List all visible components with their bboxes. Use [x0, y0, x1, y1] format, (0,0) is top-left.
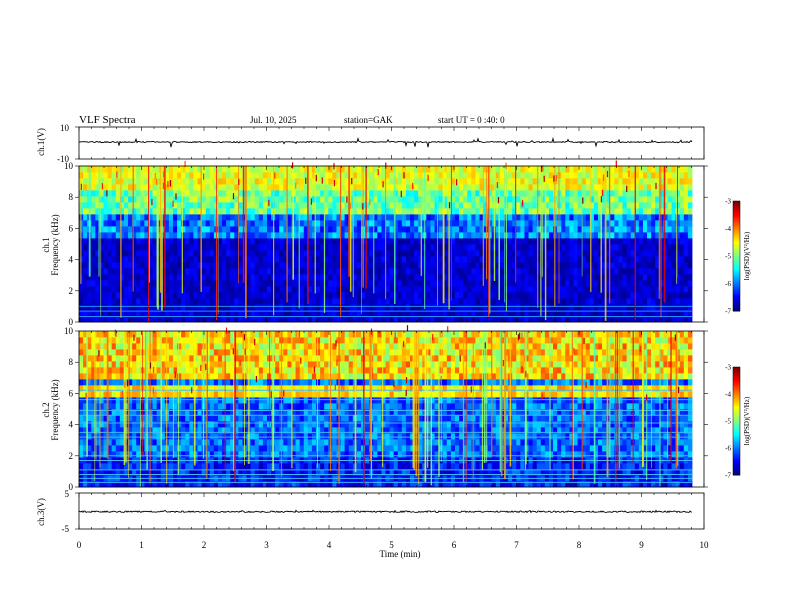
ch1-spectrogram-colorbar: -3 -4 -5 -6 -7 log(PSD)(V²/Hz)	[725, 198, 751, 316]
ch2-spectrogram-colorbar-tick: -7	[725, 472, 731, 480]
ch1-spectrogram-colorbar-tick: -4	[725, 225, 731, 233]
ch1-spectrogram-colorbar-label: log(PSD)(V²/Hz)	[743, 231, 751, 280]
ch3-waveform-ylabel: ch.3(V)	[36, 498, 46, 526]
x-axis-label: Time (min)	[380, 549, 421, 559]
ch2-spectrogram-ytick: 0	[69, 482, 74, 492]
ch1-spectrogram-ytick: 0	[69, 317, 74, 327]
x-tick-label: 1	[139, 540, 144, 550]
station-label: station=GAK	[344, 115, 393, 125]
ch2-spectrogram-colorbar-tick: -5	[725, 418, 731, 426]
start-ut-label: start UT = 0 :40: 0	[438, 115, 505, 125]
ch1-ylabel-line1: ch.1	[41, 237, 51, 252]
ch2-spectrogram-colorbar: -3 -4 -5 -6 -7 log(PSD)(V²/Hz)	[725, 364, 751, 480]
ch3-waveform-ytick-bottom: -5	[62, 524, 70, 534]
ch2-spectrogram-ytick: 10	[64, 326, 74, 336]
ch2-ylabel-line1: ch.2	[41, 402, 51, 417]
ch3-waveform-ytick-top: 5	[65, 489, 70, 499]
ch1-spectrogram-colorbar-tick: -5	[725, 253, 731, 261]
date-label: Jul. 10, 2025	[250, 115, 297, 125]
colorbars: -3 -4 -5 -6 -7 log(PSD)(V²/Hz) -3 -4 -5 -6 -7 log(P…	[725, 198, 751, 480]
ch1-waveform-ytick-top: 10	[60, 123, 70, 133]
ch1-waveform-ytick-bottom: -10	[57, 154, 69, 164]
ch1-spectrogram-ytick: 4	[69, 255, 74, 265]
x-tick-label: 7	[514, 540, 519, 550]
x-tick-label: 9	[639, 540, 644, 550]
ch2-spectrogram-colorbar-tick: -6	[725, 445, 731, 453]
ch2-spectrogram-ytick: 8	[69, 357, 74, 367]
x-tick-label: 0	[77, 540, 82, 550]
ch1-waveform-trace	[79, 136, 693, 148]
ch2-spectrogram-colorbar-label: log(PSD)(V²/Hz)	[743, 396, 751, 445]
ch1-spectrogram-ytick: 8	[69, 192, 74, 202]
x-tick-label: 10	[700, 540, 710, 550]
ch1-spectrogram-image	[79, 160, 693, 323]
x-tick-label: 5	[389, 540, 394, 550]
ch1-waveform-frame	[78, 126, 705, 160]
ch2-ylabel-line2: Frequency (kHz)	[50, 379, 60, 440]
ch1-waveform-ylabel: ch.1(V)	[36, 128, 46, 156]
ch2-spectrogram-ytick: 2	[69, 451, 74, 461]
x-tick-label: 4	[327, 540, 332, 550]
ch2-spectrogram-colorbar-tick: -3	[725, 364, 731, 372]
x-tick-label: 2	[202, 540, 207, 550]
x-tick-label: 8	[577, 540, 582, 550]
ch1-spectrogram-ytick: 6	[69, 223, 74, 233]
figure-title: VLF Spectra	[79, 114, 136, 126]
ch1-spectrogram-colorbar-tick: -7	[725, 308, 731, 316]
ch1-ylabel-line2: Frequency (kHz)	[50, 214, 60, 275]
ch2-spectrogram-ytick: 6	[69, 388, 74, 398]
ch1-spectrogram-colorbar-tick: -6	[725, 280, 731, 288]
ch2-spectrogram-ytick: 4	[69, 420, 74, 430]
x-tick-label: 3	[264, 540, 269, 550]
ch3-waveform-frame	[78, 492, 705, 530]
ch2-spectrogram-colorbar-tick: -4	[725, 391, 731, 399]
ch2-spectrogram-image	[79, 325, 693, 488]
x-tick-label: 6	[452, 540, 457, 550]
ch3-waveform-trace	[78, 509, 693, 514]
ch1-spectrogram-colorbar-tick: -3	[725, 198, 731, 206]
ch1-spectrogram-ytick: 2	[69, 286, 74, 296]
ch1-spectrogram-ytick: 10	[64, 161, 74, 171]
